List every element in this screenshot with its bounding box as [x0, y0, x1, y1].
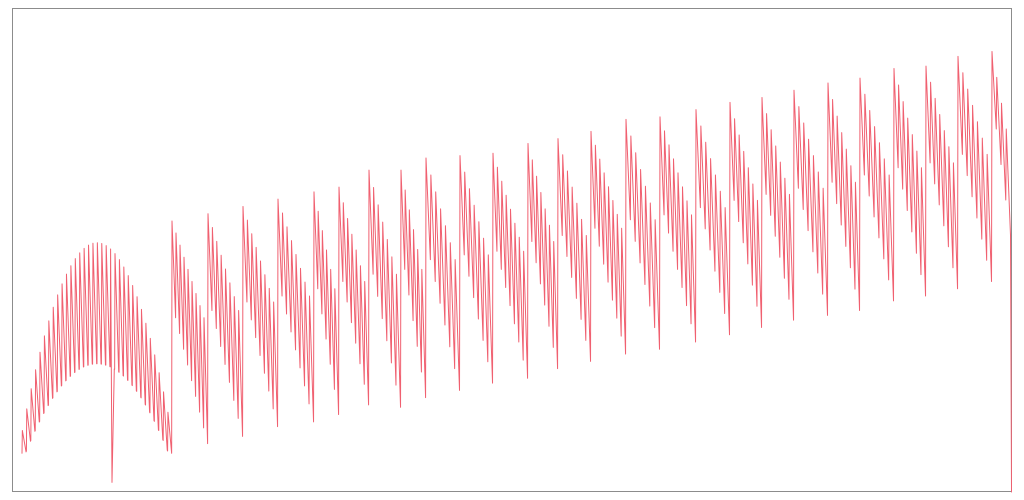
- plot-frame: [12, 8, 1012, 492]
- series-layer: [21, 51, 1012, 493]
- series-line: [21, 51, 1012, 493]
